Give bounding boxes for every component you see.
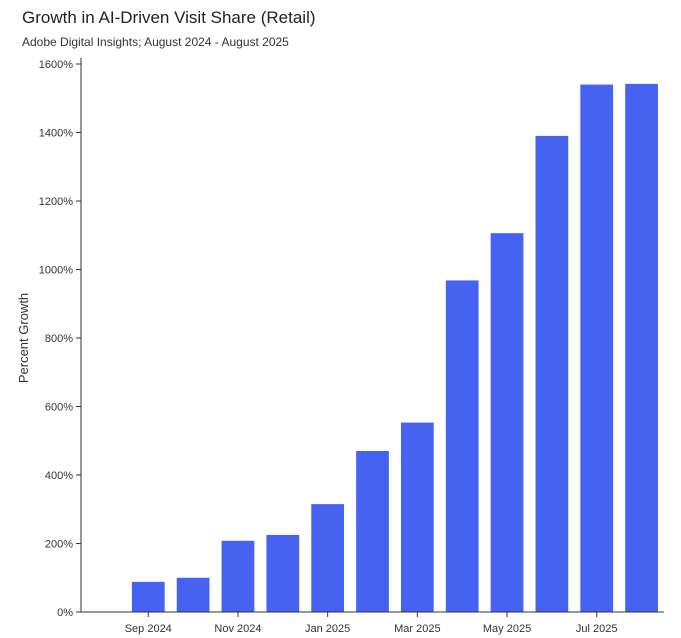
y-tick-label: 1400% bbox=[39, 128, 73, 140]
y-axis-ticks: 0% 200% 400% 600% 800% 1000% 1200% 1400% 1600% bbox=[39, 59, 81, 619]
y-tick-label: 800% bbox=[45, 333, 73, 345]
bars bbox=[131, 83, 658, 613]
x-tick-label: Jan 2025 bbox=[305, 623, 350, 635]
bar bbox=[311, 504, 345, 612]
y-tick-label: 1000% bbox=[39, 265, 73, 277]
x-tick-label: Mar 2025 bbox=[394, 623, 440, 635]
bar bbox=[445, 280, 479, 612]
bar bbox=[266, 534, 300, 612]
x-axis-ticks: Sep 2024 Nov 2024 Jan 2025 Mar 2025 May 2025… bbox=[125, 612, 618, 635]
x-tick-label: Sep 2024 bbox=[125, 623, 172, 635]
y-tick-label: 1600% bbox=[39, 59, 73, 71]
bar bbox=[490, 233, 524, 612]
x-tick-label: May 2025 bbox=[483, 623, 531, 635]
y-tick-label: 400% bbox=[45, 470, 73, 482]
y-axis-label: Percent Growth bbox=[16, 293, 31, 383]
bar bbox=[625, 83, 658, 613]
x-tick-label: Jul 2025 bbox=[576, 623, 618, 635]
y-tick-label: 200% bbox=[45, 539, 73, 551]
bar bbox=[221, 540, 255, 612]
bar bbox=[356, 451, 389, 612]
bar bbox=[176, 577, 210, 612]
chart-title: Growth in AI-Driven Visit Share (Retail) bbox=[22, 8, 316, 27]
bar bbox=[400, 422, 434, 612]
y-tick-label: 0% bbox=[57, 607, 73, 619]
y-tick-label: 1200% bbox=[39, 196, 73, 208]
bar bbox=[580, 84, 614, 613]
bar bbox=[535, 135, 569, 613]
x-tick-label: Nov 2024 bbox=[214, 623, 261, 635]
bar bbox=[131, 581, 165, 612]
chart-subtitle: Adobe Digital Insights; August 2024 - Au… bbox=[22, 35, 289, 49]
y-tick-label: 600% bbox=[45, 402, 73, 414]
